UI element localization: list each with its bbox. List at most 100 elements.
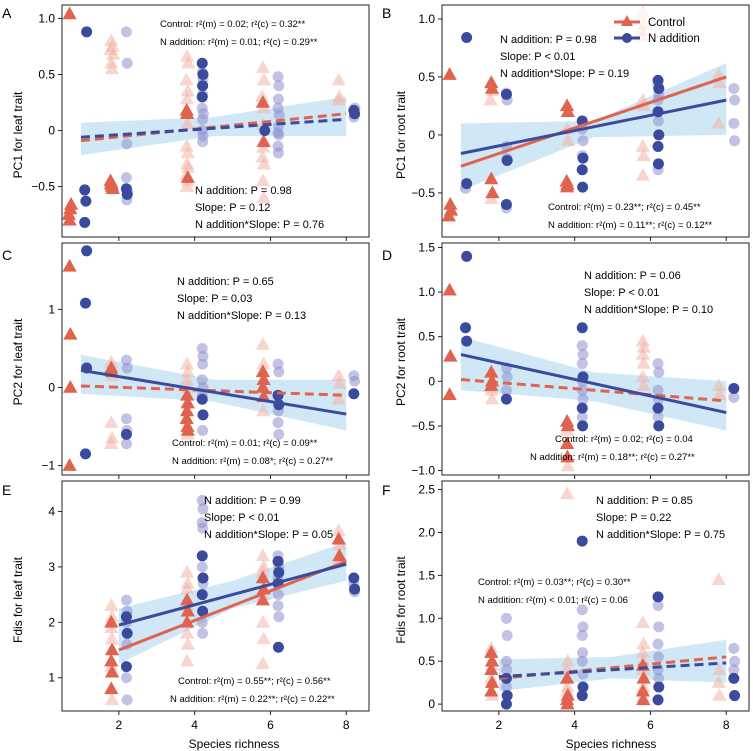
panel-e-control-point (104, 598, 119, 611)
panel-c-control-point (256, 356, 271, 370)
panel-a-control-point (256, 190, 271, 204)
panel-a-n-addition-point (120, 26, 132, 38)
panel-e-ci-band (118, 541, 347, 664)
panel-f-n-addition-point (652, 599, 664, 611)
panel-e-control-point (331, 531, 346, 545)
panel-a-ytick-label: 0 (48, 124, 55, 138)
panel-a-control-point (106, 46, 121, 60)
panel-d-control-point (635, 347, 651, 360)
panel-c-control-point (256, 403, 271, 417)
panel-d-n-addition-point (652, 384, 664, 396)
panel-d-n-addition-point (500, 393, 512, 405)
panel-f-xtick-label: 6 (647, 718, 654, 732)
panel-e-letter: E (2, 482, 11, 498)
panel-b-control-point (559, 98, 575, 112)
panel-e-plot: 1 2 3 4 2 4 6 8 (48, 480, 370, 732)
panel-e-xtick-label: 6 (267, 718, 274, 732)
panel-f-n-addition-point (653, 621, 665, 633)
panel-f-control-point (635, 645, 651, 658)
panel-e-n-addition-point (272, 555, 284, 567)
panel-f-ytick-label: 1.0 (418, 611, 435, 625)
panel-e-control-point (104, 609, 120, 623)
panel-f-n-addition-point (500, 655, 512, 667)
panel-f-control-point (636, 670, 651, 684)
panel-e-control-point (104, 664, 120, 678)
panel-a-control-point (179, 91, 195, 105)
panel-f-n-addition-point (501, 690, 513, 702)
panel-f-control-point (484, 675, 500, 688)
panel-e-control-point (255, 592, 271, 606)
panel-e-n-addition-point (197, 605, 209, 617)
panel-d-ylabel: PC2 for root trait (394, 317, 408, 406)
panel-b-n-addition-point (653, 129, 665, 141)
panel-a-n-addition-point (121, 188, 133, 200)
panel-d-control-point (484, 391, 500, 405)
panel-a-n-addition-point (197, 113, 209, 125)
panel-c-ytick-label: 0 (48, 381, 55, 395)
panel-d-rsq-control: Control: r²(m) = 0.02; r²(c) = 0.04 (555, 434, 693, 445)
panel-e-control-point (255, 656, 271, 670)
panel-f-n-addition-point (500, 612, 512, 624)
panel-e-control-point (255, 570, 271, 584)
panel-b-ytick-label: 0 (428, 128, 435, 142)
panel-a-control-point (104, 176, 119, 190)
panel-f-plot: 0 0.5 1.0 1.5 2.0 2.5 2 4 6 8 (418, 480, 750, 732)
panel-b-control-point (635, 139, 651, 152)
panel-e-n-addition-point (273, 611, 285, 623)
panel-e-n-addition-point (196, 550, 208, 562)
panel-a-n-addition-point (196, 91, 208, 103)
panel-d-control-point (560, 418, 575, 432)
panel-d-control-point (559, 436, 575, 450)
panel-b-ytick-label: 0.5 (418, 70, 435, 84)
panel-f-rsq-n: N addition: r²(m) < 0.01; r²(c) = 0.06 (478, 595, 628, 606)
panel-e-p-inter: N addition*Slope: P = 0.05 (204, 529, 333, 541)
panel-a-plot: −0.5 0 0.5 1.0 (31, 4, 370, 241)
panel-a-control-point (179, 102, 194, 116)
panel-e-n-addition-point (272, 641, 284, 653)
panel-c-control-point (255, 337, 271, 350)
legend-n-label: N addition (648, 33, 700, 45)
panel-d-n-addition-point (577, 349, 589, 361)
panel-d-control-point (560, 449, 575, 463)
panel-f-xtick-label: 8 (723, 718, 730, 732)
panel-f-control-point (635, 615, 651, 628)
panel-f-ytick-label: 1.5 (418, 568, 435, 582)
panel-c-n-addition-point (79, 448, 91, 460)
panel-a-control-point (255, 95, 271, 108)
panel-f-ci-band (498, 639, 727, 692)
panel-b-n-addition-point (461, 178, 473, 190)
panel-a-control-point (256, 156, 272, 170)
panel-e-control-point (104, 614, 119, 628)
panel-e-n-addition-point (349, 583, 361, 595)
panel-f-n-addition-point (500, 698, 512, 710)
panel-f-p-n: N addition: P = 0.85 (596, 495, 693, 507)
panel-c-control-point (180, 422, 195, 436)
panel-e-p-n: N addition: P = 0.99 (204, 495, 301, 507)
panel-b-control-point (484, 81, 500, 94)
panel-f-control-point (712, 688, 727, 701)
panel-d-control-point (484, 364, 499, 378)
panel-c-control-point (331, 391, 346, 405)
panel-b-n-addition-point (652, 74, 664, 86)
panel-f-control-point (711, 572, 726, 585)
panel-e-n-addition-point (196, 561, 208, 573)
panel-e: 1 2 3 4 2 4 6 8 E Fdis for leaf trait N additio… (2, 480, 370, 751)
panel-f-n-addition-point (652, 694, 664, 706)
panel-a-n-addition-point (349, 108, 361, 120)
panel-a-control-point (255, 173, 271, 187)
panel-d-ytick-label: 1.0 (418, 285, 435, 299)
panel-f-n-addition-point (576, 655, 588, 667)
panel-f-control-point (559, 670, 575, 684)
panel-b-control-point (560, 133, 575, 146)
panel-f-frame (441, 480, 750, 712)
panel-c-control-point (180, 364, 195, 378)
panel-e-n-addition-point (197, 522, 209, 534)
panel-a-rsq-n: N addition: r²(m) = 0.01; r²(c) = 0.29** (160, 37, 318, 48)
panel-b-letter: B (382, 5, 391, 21)
panel-b-p-inter: N addition*Slope: P = 0.19 (500, 68, 629, 80)
panel-a-control-point (331, 92, 346, 106)
panel-b-p-slope: Slope: P < 0.01 (500, 51, 575, 63)
panel-d-n-addition-point (576, 402, 588, 414)
panel-e-n-addition-point (273, 566, 285, 578)
panel-e-control-point (104, 692, 120, 706)
